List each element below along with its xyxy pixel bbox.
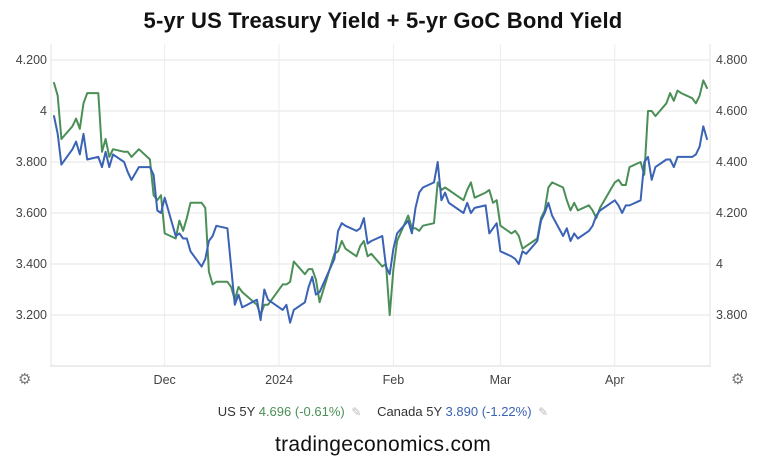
legend-us-change: (-0.61%): [294, 404, 345, 419]
left-tick-label: 3.600: [16, 206, 47, 220]
series-line-canada-5y[interactable]: [53, 115, 708, 324]
left-axis-ticks: 4.200 4 3.800 3.600 3.400 3.200: [16, 53, 47, 322]
left-tick-label: 3.200: [16, 308, 47, 322]
vertical-gridlines: [164, 44, 616, 366]
legend: US 5Y 4.696 (-0.61%) ✎ Canada 5Y 3.890 (…: [0, 404, 766, 419]
right-tick-label: 4.400: [716, 155, 747, 169]
gear-icon[interactable]: ⚙: [731, 371, 745, 388]
x-tick-label: Dec: [154, 373, 176, 387]
left-tick-label: 4: [40, 104, 47, 118]
x-tick-label: Feb: [383, 373, 405, 387]
series-line-us-5y[interactable]: [53, 79, 708, 316]
gear-icon[interactable]: ⚙: [18, 371, 32, 388]
legend-item-ca[interactable]: Canada 5Y 3.890 (-1.22%) ✎: [377, 404, 548, 419]
left-tick-label: 3.400: [16, 257, 47, 271]
x-axis-ticks: Dec 2024 Feb Mar Apr: [154, 373, 625, 387]
left-tick-label: 4.200: [16, 53, 47, 67]
pencil-icon[interactable]: ✎: [351, 405, 362, 419]
right-tick-label: 4.600: [716, 104, 747, 118]
x-tick-label: Apr: [605, 373, 624, 387]
chart-title: 5-yr US Treasury Yield + 5-yr GoC Bond Y…: [143, 8, 623, 33]
legend-ca-change: (-1.22%): [481, 404, 532, 419]
pencil-icon[interactable]: ✎: [538, 405, 549, 419]
x-tick-label: 2024: [265, 373, 293, 387]
right-tick-label: 4.800: [716, 53, 747, 67]
right-tick-label: 4: [716, 257, 723, 271]
source-footer: tradingeconomics.com: [274, 433, 492, 456]
right-axis-ticks: 4.800 4.600 4.400 4.200 4 3.800: [716, 53, 747, 322]
left-tick-label: 3.800: [16, 155, 47, 169]
x-tick-label: Mar: [490, 373, 512, 387]
legend-item-us[interactable]: US 5Y 4.696 (-0.61%) ✎: [218, 404, 362, 419]
plot-area-background: [50, 44, 711, 367]
legend-ca-value: 3.890: [445, 404, 479, 419]
legend-ca-name: Canada 5Y: [377, 404, 442, 419]
right-tick-label: 3.800: [716, 308, 747, 322]
right-tick-label: 4.200: [716, 206, 747, 220]
legend-us-value: 4.696: [258, 404, 292, 419]
horizontal-gridlines: [51, 59, 710, 316]
series-layer: [53, 79, 708, 324]
legend-us-name: US 5Y: [217, 404, 256, 419]
